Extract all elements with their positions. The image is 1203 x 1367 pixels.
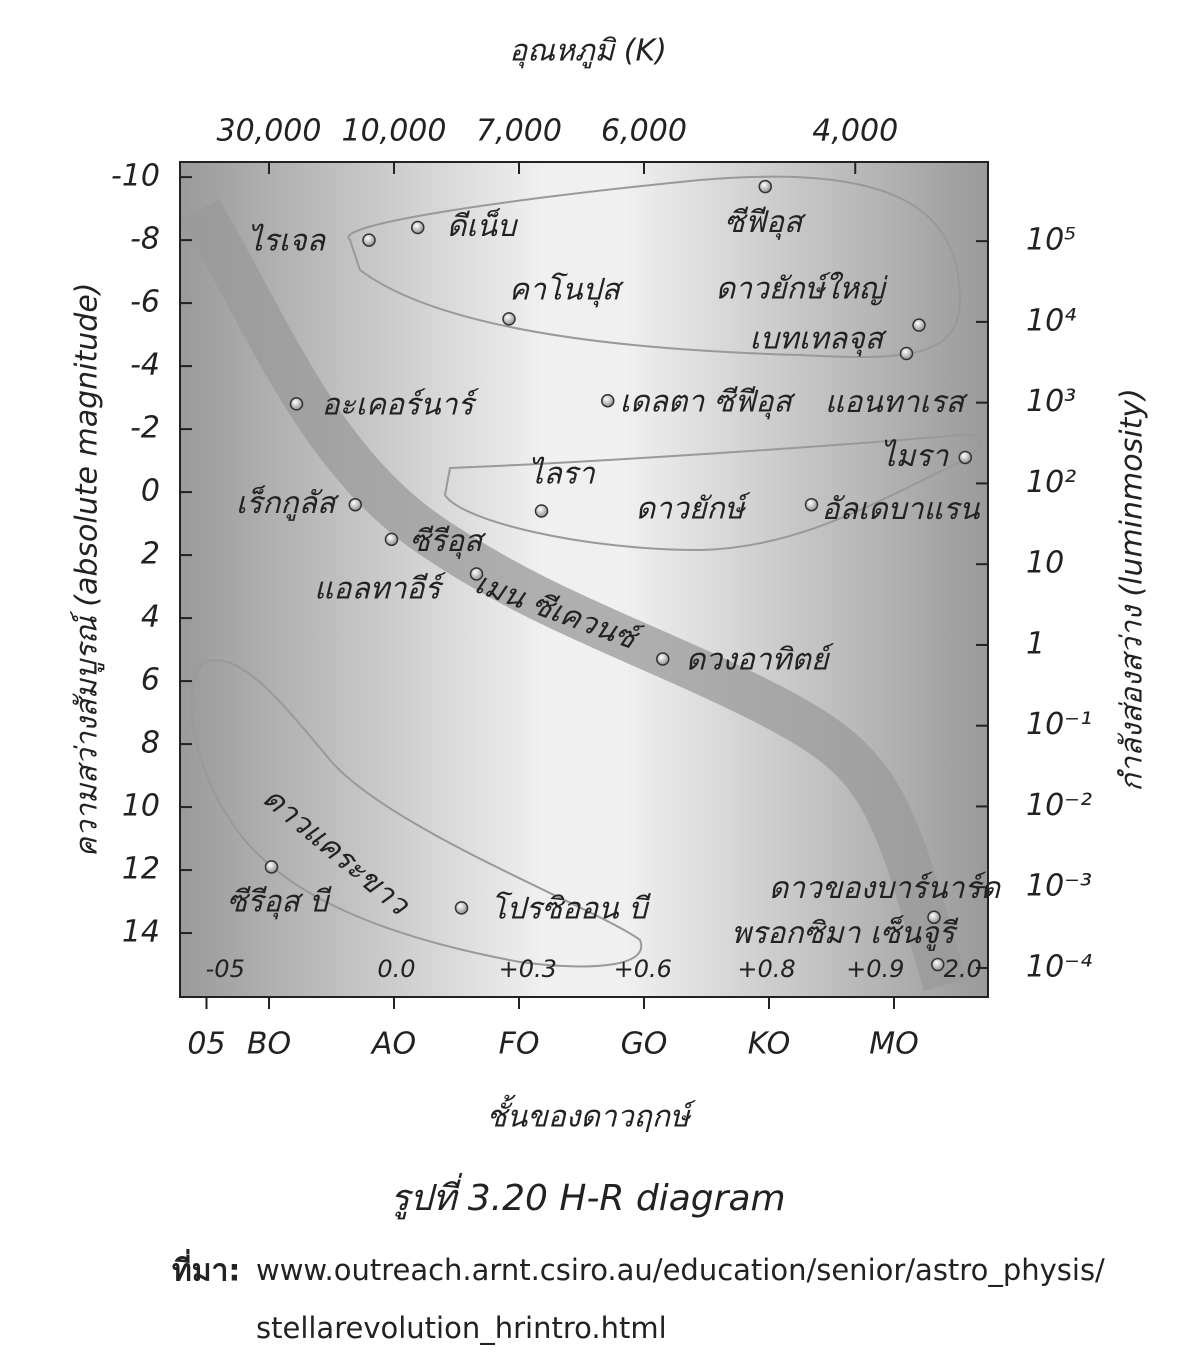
star-label: ไลรา (528, 456, 596, 491)
star-point (469, 567, 484, 581)
color-index-label: +0.3 (499, 955, 557, 983)
source-label: ที่มา: (172, 1249, 240, 1289)
star-point (804, 497, 819, 512)
y2-tick-label: 10 (1026, 546, 1064, 581)
source-url: stellarevolution_hrintro.html (256, 1311, 667, 1345)
y-tick-label: 8 (141, 726, 160, 761)
star-label: ดวงอาทิตย์ (686, 643, 835, 678)
star-label: ซีฟีอุส (724, 205, 807, 240)
supergiant-region (347, 175, 962, 358)
y2-tick-label: 10³ (1026, 384, 1076, 419)
star-point (534, 504, 549, 518)
y-tick-label: 12 (122, 852, 160, 887)
star-point (758, 179, 772, 194)
star-point (384, 532, 399, 547)
star-point (958, 450, 972, 465)
caption: รูปที่ 3.20 H-R diagram (390, 1172, 785, 1220)
x-tick-label: GO (621, 1027, 668, 1062)
y-tick-label: -6 (130, 285, 160, 320)
star-point (348, 497, 362, 512)
star-point (931, 957, 945, 972)
star-point (502, 312, 516, 326)
star-label: ซีรีอุส บี (227, 884, 332, 919)
y2-tick-label: 10⁻² (1026, 788, 1092, 823)
star-label: เดลตา ซีฟีอุส (620, 384, 797, 419)
star-point (601, 394, 615, 408)
top-axis-title: อุณหภูมิ (K) (509, 34, 667, 69)
y-tick-label: -4 (130, 348, 160, 383)
star-label: อะเคอร์นาร์ (322, 387, 480, 422)
x2-tick-label: 7,000 (476, 114, 562, 149)
star-point (899, 346, 914, 361)
star-label: คาโนปุส (509, 271, 625, 307)
color-index-label: +0.9 (846, 955, 904, 983)
y2-axis-title: กำลังส่องสว่าง (luminmosity) (1115, 388, 1150, 792)
star-label: โปรซิออน บี (491, 890, 652, 926)
star-label: ไรเจล (248, 224, 327, 259)
giant-region (443, 433, 982, 552)
star-label: เร็กกูลัส (236, 485, 340, 521)
y-tick-label: 14 (122, 915, 160, 950)
y-tick-label: 10 (122, 789, 160, 824)
x-tick-label: BO (247, 1027, 291, 1062)
star-point (454, 901, 469, 915)
color-index-label: +0.6 (614, 955, 672, 983)
x-tick-label: 05 (187, 1027, 225, 1062)
y-tick-label: 6 (141, 663, 160, 698)
y2-tick-label: 10⁻³ (1026, 869, 1092, 904)
y2-tick-label: 10² (1026, 465, 1076, 500)
x-tick-label: AO (370, 1027, 416, 1062)
y-axis-title: ความสว่างสัมบูรณ์ (absolute magnitude) (70, 283, 105, 858)
plot-area (179, 161, 989, 998)
source-url: www.outreach.arnt.csiro.au/education/sen… (256, 1253, 1105, 1287)
star-point (362, 233, 376, 247)
star-label: พรอกซิมา เซ็นจูรี (731, 915, 958, 951)
y-tick-label: -2 (130, 411, 160, 446)
star-label: ไมรา (880, 439, 949, 474)
y-tick-label: 4 (141, 600, 160, 635)
star-label: ซีรีอุส (410, 524, 487, 559)
x-tick-label: KO (748, 1027, 790, 1062)
main-sequence-band (180, 198, 967, 991)
star-point (411, 220, 425, 235)
x2-tick-label: 6,000 (601, 114, 687, 149)
star-point (264, 860, 279, 874)
x2-tick-label: 10,000 (342, 114, 447, 149)
star-label: ดาวของบาร์นาร์ด (769, 871, 1002, 906)
y2-tick-label: 10⁻⁴ (1026, 949, 1092, 984)
y-tick-label: 0 (141, 474, 160, 509)
x-tick-label: MO (869, 1027, 919, 1062)
star-point (927, 910, 941, 925)
x-axis-title: ชั้นของดาวฤกษ์ (486, 1095, 696, 1135)
y2-tick-label: 10⁵ (1026, 223, 1076, 258)
region-label: ดาวยักษ์ใหญ่ (716, 272, 889, 307)
star-label: อัลเดบาแรน (822, 492, 981, 527)
color-index-label: 2.0 (944, 955, 982, 983)
y-tick-label: 2 (141, 537, 160, 572)
star-point (912, 318, 926, 332)
x2-tick-label: 4,000 (812, 114, 898, 149)
y2-tick-label: 10⁻¹ (1026, 707, 1092, 742)
star-label: ดีเน็บ (447, 208, 519, 244)
star-point (656, 652, 670, 666)
star-label: เบทเทลจุส (750, 322, 888, 357)
x2-tick-label: 30,000 (217, 114, 322, 149)
color-index-label: -05 (206, 955, 245, 983)
y2-tick-label: 1 (1026, 626, 1045, 661)
color-index-label: 0.0 (377, 955, 415, 983)
y2-tick-label: 10⁴ (1026, 303, 1076, 338)
y-tick-label: -8 (130, 222, 160, 257)
star-label: แอลทาอีร์ (314, 571, 446, 606)
white-dwarf-region (190, 659, 643, 968)
star-point (289, 397, 304, 411)
region-label: ดาวยักษ์ (636, 492, 751, 527)
y-tick-label: -10 (111, 159, 160, 194)
star-label: แอนทาเรส (825, 385, 969, 420)
x-tick-label: FO (499, 1027, 540, 1062)
color-index-label: +0.8 (737, 955, 795, 983)
